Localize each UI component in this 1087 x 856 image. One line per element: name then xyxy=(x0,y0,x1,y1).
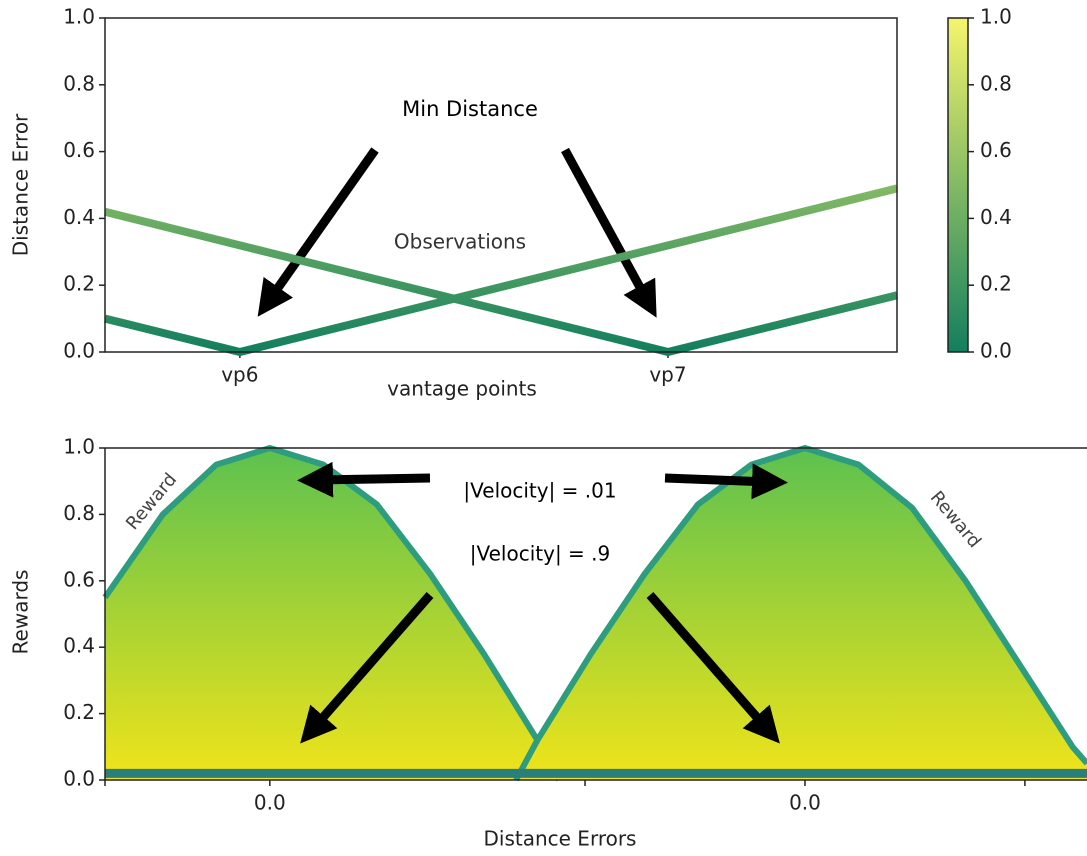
y-tick-label: 0.0 xyxy=(63,767,95,791)
area xyxy=(105,448,559,780)
y-tick-label: 0.2 xyxy=(63,272,95,296)
x-tick-label: 0.0 xyxy=(789,791,821,815)
colorbar-tick-label: 0.8 xyxy=(980,71,1012,95)
arrow xyxy=(297,461,431,498)
x-axis-label: Distance Errors xyxy=(484,827,637,851)
colorbar-tick-label: 0.4 xyxy=(980,205,1012,229)
y-tick-label: 0.4 xyxy=(63,205,95,229)
arrow xyxy=(664,463,788,500)
area xyxy=(515,448,1087,780)
arrow xyxy=(257,147,379,317)
y-tick-label: 0.8 xyxy=(63,71,95,95)
colorbar xyxy=(947,17,969,353)
arrow xyxy=(300,592,434,744)
annotation: Min Distance xyxy=(402,97,538,121)
area-line xyxy=(102,444,562,782)
y-axis-label: Distance Error xyxy=(9,113,33,256)
annotation: Observations xyxy=(394,230,526,254)
colorbar-tick-label: 0.6 xyxy=(980,138,1012,162)
axes-frame xyxy=(104,17,898,353)
y-tick-label: 0.6 xyxy=(63,567,95,591)
x-tick-label: vp6 xyxy=(221,363,258,387)
colorbar-tick-label: 0.2 xyxy=(980,272,1012,296)
colorbar-tick-label: 1.0 xyxy=(980,5,1012,29)
y-tick-label: 0.2 xyxy=(63,700,95,724)
annotation: |Velocity| = .01 xyxy=(463,479,616,503)
y-tick-label: 0.8 xyxy=(63,501,95,525)
arrow xyxy=(561,147,657,318)
y-tick-label: 1.0 xyxy=(63,435,95,459)
y-axis-label: Rewards xyxy=(9,570,33,655)
annotation: |Velocity| = .9 xyxy=(470,542,611,566)
x-tick-label: 0.0 xyxy=(254,791,286,815)
y-tick-label: 0.4 xyxy=(63,634,95,658)
y-tick-label: 0.6 xyxy=(63,138,95,162)
y-tick-label: 1.0 xyxy=(63,5,95,29)
arrow xyxy=(646,592,780,744)
axes-frame xyxy=(104,447,1087,781)
x-tick-label: vp7 xyxy=(649,363,686,387)
y-tick-label: 0.0 xyxy=(63,339,95,363)
x-axis-label: vantage points xyxy=(387,377,537,401)
colorbar-tick-label: 0.0 xyxy=(980,339,1012,363)
